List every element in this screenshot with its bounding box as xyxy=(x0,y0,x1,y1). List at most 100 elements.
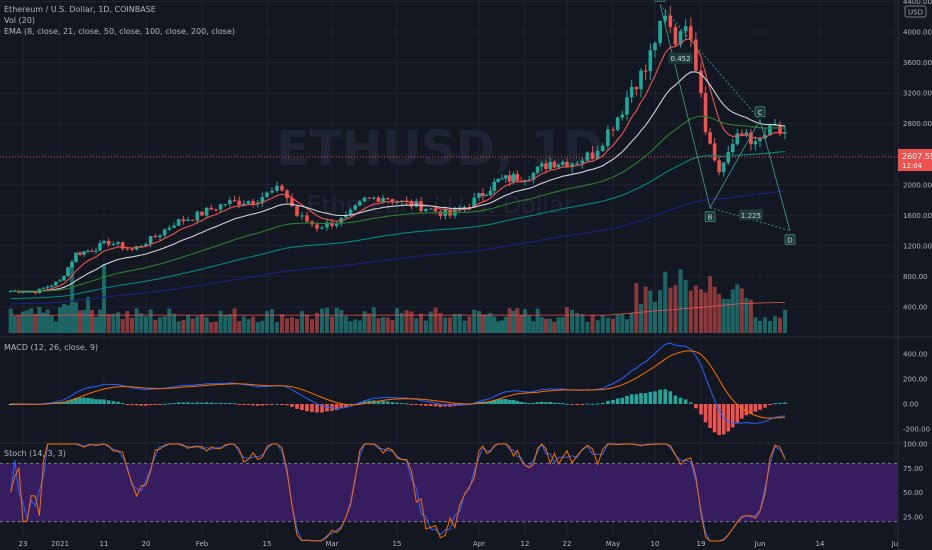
stoch-axis-tick: 25.00 xyxy=(903,513,923,521)
volume-bar xyxy=(452,313,457,333)
macd-histogram-bar xyxy=(310,404,314,412)
volume-bar xyxy=(290,317,294,333)
candle-body xyxy=(648,50,653,72)
volume-bar xyxy=(629,313,634,333)
macd-pane xyxy=(8,342,787,436)
volume-bar xyxy=(41,312,46,333)
candle-body xyxy=(139,245,144,247)
volume-bar xyxy=(78,310,82,333)
currency-badge[interactable]: USD xyxy=(904,5,927,18)
candle-body xyxy=(45,286,50,288)
macd-histogram-bar xyxy=(275,403,279,405)
candle-body xyxy=(280,185,284,191)
candle-body xyxy=(82,251,86,255)
candle-body xyxy=(438,211,443,216)
candle-body xyxy=(500,178,504,180)
volume-bar xyxy=(260,320,265,333)
macd-histogram-bar xyxy=(295,404,299,409)
volume-bar xyxy=(181,320,186,333)
candle-body xyxy=(658,20,662,44)
volume-bar xyxy=(496,321,501,333)
candle-body xyxy=(552,161,557,168)
macd-histogram-bar xyxy=(218,402,223,404)
macd-histogram-bar xyxy=(98,399,102,404)
macd-histogram-bar xyxy=(251,404,255,406)
candle-body xyxy=(367,197,371,199)
symbol-legend[interactable]: Ethereum / U.S. Dollar, 1D, COINBASE xyxy=(4,5,156,14)
macd-histogram-bar xyxy=(186,402,190,404)
candle-body xyxy=(548,161,552,170)
volume-bar xyxy=(535,308,540,333)
volume-legend[interactable]: Vol (20) xyxy=(4,16,35,25)
macd-histogram-bar xyxy=(74,397,78,404)
price-axis-tick: 4000.00 xyxy=(903,29,932,37)
volume-bar xyxy=(130,317,134,333)
volume-bar xyxy=(748,299,753,333)
volume-bar xyxy=(255,322,260,333)
macd-legend[interactable]: MACD (12, 26, close, 9) xyxy=(4,343,98,352)
macd-histogram-bar xyxy=(376,400,381,404)
volume-bar xyxy=(134,308,139,333)
volume-bar xyxy=(575,312,580,333)
volume-bar xyxy=(721,298,726,333)
volume-bar xyxy=(334,307,339,333)
candle-body xyxy=(496,178,500,182)
candle-body xyxy=(218,204,223,210)
candle-body xyxy=(477,193,481,198)
candle-body xyxy=(535,166,540,173)
volume-bar xyxy=(94,316,98,333)
macd-histogram-bar xyxy=(585,403,590,405)
volume-bar xyxy=(74,302,78,333)
candlesticks xyxy=(8,6,787,295)
volume-bar xyxy=(58,307,62,333)
macd-histogram-bar xyxy=(556,402,561,404)
ema-legend[interactable]: EMA (8, close, 21, close, 50, close, 100… xyxy=(4,27,235,36)
candle-body xyxy=(125,248,130,250)
candle-body xyxy=(643,70,648,72)
time-axis-tick: 2021 xyxy=(51,540,69,548)
macd-histogram-bar xyxy=(325,404,329,412)
pattern-ratio-line-ac xyxy=(659,4,761,121)
candle-body xyxy=(717,160,721,173)
time-axis-tick: Mar xyxy=(325,540,338,548)
volume-bar xyxy=(98,309,102,333)
macd-histogram-bar xyxy=(615,398,620,404)
volume-bar xyxy=(492,316,497,333)
macd-histogram-bar xyxy=(783,402,787,404)
ema-200-line xyxy=(10,190,786,305)
ema-lines xyxy=(10,38,786,305)
time-axis-tick: 20 xyxy=(142,540,151,548)
macd-histogram-bar xyxy=(223,403,228,405)
macd-histogram-bar xyxy=(94,399,98,404)
volume-bar xyxy=(472,309,477,333)
macd-histogram-bar xyxy=(330,404,334,411)
time-axis-tick: 11 xyxy=(100,540,109,548)
volume-bar xyxy=(300,311,304,333)
macd-histogram-bar xyxy=(148,404,153,405)
volume-bar xyxy=(565,307,569,333)
volume-bar xyxy=(668,287,673,333)
candle-body xyxy=(507,175,512,182)
stoch-legend[interactable]: Stoch (14, 3, 3) xyxy=(4,449,66,458)
macd-histogram-bar xyxy=(106,400,111,404)
volume-bar xyxy=(172,313,176,333)
candle-body xyxy=(66,267,70,277)
macd-histogram-bar xyxy=(438,404,443,407)
price-axis-tick: 2000.00 xyxy=(903,181,932,189)
macd-histogram-bar xyxy=(433,404,438,407)
candle-body xyxy=(320,227,324,229)
ema-8-line xyxy=(10,38,785,293)
candle-body xyxy=(561,162,565,165)
candle-body xyxy=(181,219,186,222)
macd-histogram-bar xyxy=(648,391,653,404)
macd-histogram-bar xyxy=(565,403,569,405)
candle-body xyxy=(290,198,294,207)
volume-bar xyxy=(246,319,251,333)
volume-bar xyxy=(477,310,481,333)
time-axis[interactable]: 23 2021 11 20 Feb 15 Mar 15 Apr 12 22 May 10 19 Jun 14 J… xyxy=(19,540,899,548)
volume-bar xyxy=(29,308,34,333)
candle-body xyxy=(232,200,237,202)
macd-histogram-bar xyxy=(712,404,717,433)
volume-bar xyxy=(295,319,299,333)
